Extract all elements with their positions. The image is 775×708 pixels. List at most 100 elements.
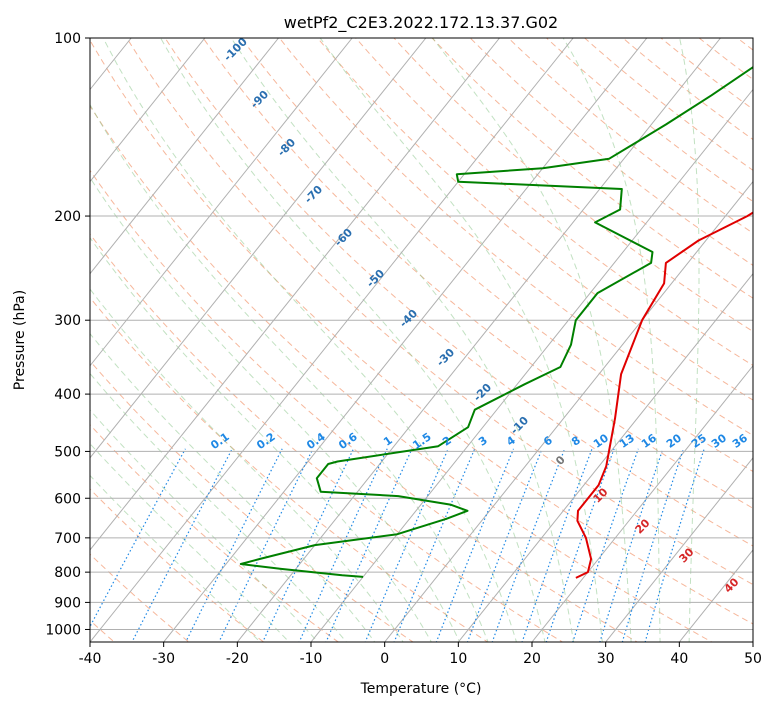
x-axis-label: Temperature (°C): [360, 681, 482, 697]
mixing-ratio-line: [599, 448, 664, 642]
x-tick-label: 40: [670, 651, 688, 667]
x-tick-label: 50: [744, 651, 762, 667]
mixing-ratio-label: 16: [639, 431, 659, 451]
x-tick-label: 10: [449, 651, 467, 667]
dry-adiabat: [622, 38, 753, 141]
temperature-profile-line: [575, 211, 753, 579]
mixing-ratio-label: 0.1: [208, 430, 231, 452]
dry-adiabat: [469, 38, 753, 266]
moist-adiabat: [90, 236, 432, 642]
dry-adiabat-label: 30: [677, 545, 697, 565]
isotherm-line: [0, 38, 58, 642]
y-axis: 1000 900 800 700 600 500 400 300 200 100: [45, 31, 90, 638]
dry-adiabat: [90, 424, 340, 642]
dry-adiabat: [698, 38, 753, 81]
x-tick-label: -40: [79, 651, 102, 667]
moist-adiabat: [102, 38, 517, 642]
y-tick-label: 900: [54, 595, 81, 611]
dry-adiabat: [393, 38, 753, 333]
mixing-ratio-line: [298, 448, 388, 642]
isotherm-line: [90, 38, 574, 642]
y-tick-label: 200: [54, 209, 81, 225]
isotherm-line: [384, 180, 753, 642]
dry-adiabat: [90, 233, 564, 642]
dewpoint-profile-line: [239, 65, 753, 578]
isotherm-line: [90, 38, 206, 183]
moist-adiabat: [90, 409, 319, 642]
y-tick-label: 600: [54, 491, 81, 507]
dry-adiabat: [583, 38, 753, 171]
mixing-ratio-label: 13: [617, 431, 637, 450]
y-tick-label: 100: [54, 31, 81, 47]
mixing-ratio-label: 0.2: [254, 430, 277, 452]
x-tick-label: -10: [300, 651, 323, 667]
dry-adiabat: [431, 38, 753, 299]
dry-adiabat-label: 0: [553, 453, 568, 468]
mixing-ratio-line: [644, 448, 705, 642]
mixing-ratio-label: 8: [569, 434, 583, 449]
isotherm-line: [457, 272, 753, 642]
mixing-ratio-label: 30: [709, 431, 729, 451]
mixing-ratio-line: [364, 448, 449, 642]
mixing-ratio-line: [621, 448, 685, 642]
y-axis-label: Pressure (hPa): [12, 290, 28, 390]
isotherm-line: [90, 38, 427, 459]
dry-adiabat: [202, 38, 753, 509]
y-tick-label: 400: [54, 387, 81, 403]
dry-adiabat: [126, 38, 753, 586]
mixing-ratio-line: [393, 448, 476, 642]
mixing-ratio-line: [466, 448, 543, 642]
x-tick-label: -20: [226, 651, 249, 667]
moist-adiabat: [431, 38, 632, 642]
dry-adiabat-label: 20: [633, 516, 653, 536]
line-labels: 0.1 0.2 0.4 0.6 1 1.5 2 3 4 6 8 10 13 16 20 25 30 36-100-…: [208, 35, 750, 596]
mixing-ratio-label: 1: [381, 434, 395, 449]
dry-adiabat: [736, 38, 753, 51]
dry-adiabat-label: -80: [275, 136, 298, 159]
x-tick-label: 30: [597, 651, 615, 667]
dry-adiabat-label: -70: [302, 183, 325, 206]
chart-title: wetPf2_C2E3.2022.172.13.37.G02: [284, 13, 558, 33]
x-axis: -40 -30 -20 -10 0 10 20 30 40 50: [79, 642, 762, 667]
dry-adiabat: [240, 38, 753, 473]
isotherm-line: [90, 38, 500, 551]
x-tick-label: 0: [380, 651, 389, 667]
isotherm-line: [236, 38, 721, 642]
moist-adiabat: [90, 332, 376, 642]
x-tick-label: 20: [523, 651, 541, 667]
dry-adiabat: [90, 488, 265, 642]
isotherm-line: [752, 641, 753, 642]
y-tick-label: 500: [54, 444, 81, 460]
isotherm-line: [605, 457, 753, 642]
plot-frame: [89, 37, 754, 643]
mixing-ratio-label: 3: [476, 434, 490, 449]
mixing-ratio-line: [90, 448, 186, 628]
mixing-ratio-line: [131, 448, 233, 642]
mixing-ratio-label: 0.4: [304, 430, 328, 452]
dry-adiabat: [90, 296, 489, 642]
dry-adiabat-label: -30: [434, 346, 457, 369]
mixing-ratio-label: 6: [541, 433, 555, 448]
dry-adiabat: [507, 38, 753, 234]
y-tick-label: 300: [54, 313, 81, 329]
mixing-ratio-label: 36: [730, 431, 750, 451]
y-tick-label: 700: [54, 531, 81, 547]
dry-adiabat: [90, 105, 713, 642]
mixing-ratio-label: 0.6: [336, 430, 360, 452]
mixing-ratio-line: [325, 448, 413, 642]
background-lines: [0, 38, 753, 642]
moist-adiabat: [90, 103, 489, 642]
moist-adiabat: [230, 38, 575, 642]
mixing-ratio-label: 20: [664, 431, 684, 451]
y-tick-label: 1000: [45, 622, 81, 638]
isotherm-line: [90, 38, 279, 275]
isobar-grid: [90, 38, 753, 630]
mixing-ratio-line: [262, 448, 355, 642]
y-tick-label: 800: [54, 565, 81, 581]
mixing-ratio-line: [185, 448, 283, 642]
dry-adiabat-label: 40: [722, 575, 742, 595]
dry-adiabat: [355, 38, 753, 367]
profile-lines: [239, 65, 753, 579]
x-tick-label: -30: [152, 651, 175, 667]
